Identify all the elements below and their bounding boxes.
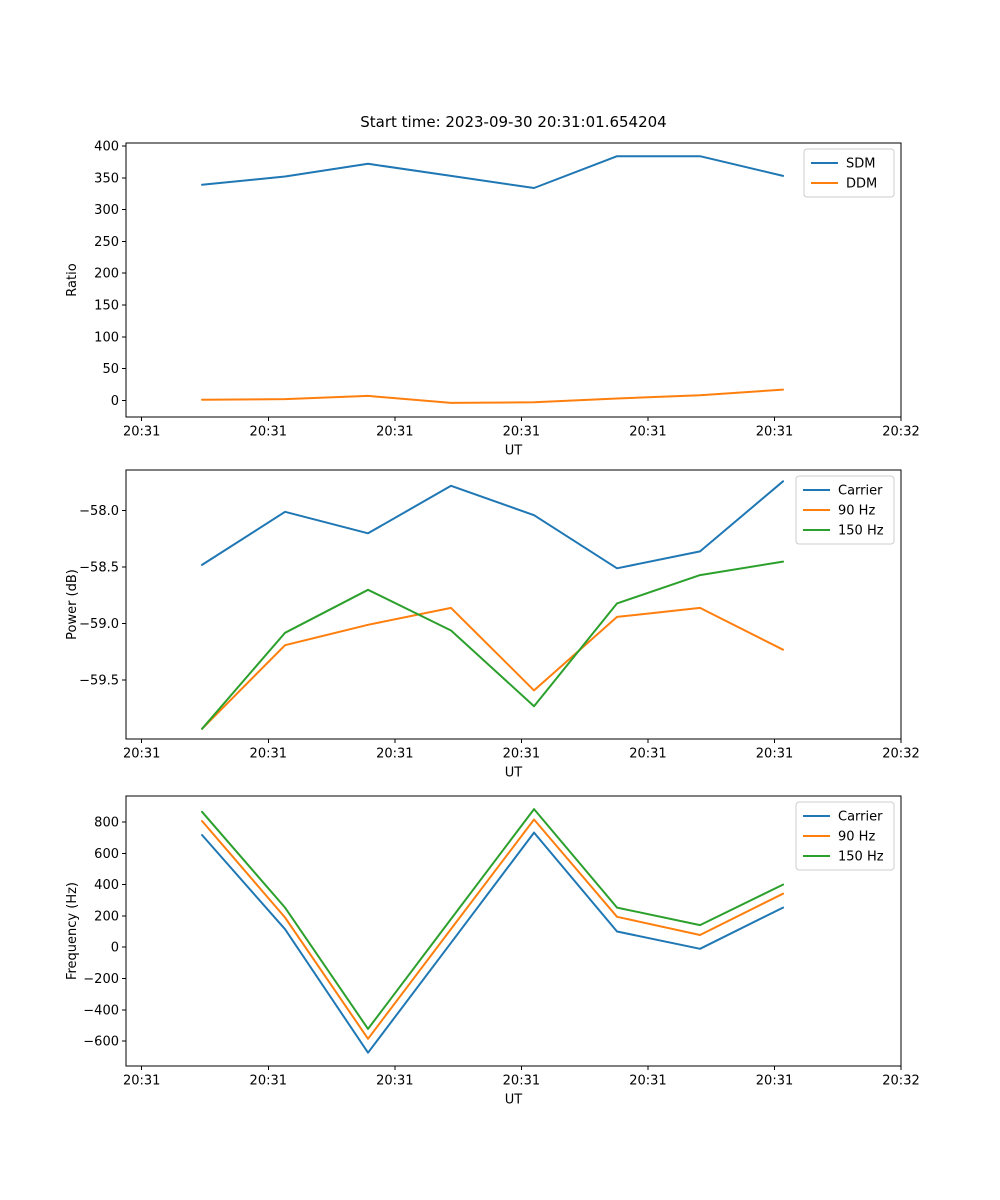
frequency-x-tick-label: 20:31 [503, 1074, 540, 1089]
power-x-tick-label: 20:31 [123, 747, 160, 762]
ratio-y-tick-label: 0 [111, 394, 119, 409]
ratio-legend-label: SDM [846, 157, 875, 172]
ratio-y-tick-label: 100 [94, 330, 119, 345]
power-x-tick-label: 20:31 [503, 747, 540, 762]
power-series-line-90-hz [201, 606, 785, 730]
power-x-tick-label: 20:31 [376, 747, 413, 762]
frequency-y-tick-label: −600 [83, 1035, 119, 1050]
frequency-series-line-carrier [201, 831, 785, 1054]
frequency-legend-label: Carrier [838, 810, 883, 825]
frequency-y-axis-label: Frequency (Hz) [65, 882, 80, 980]
ratio-x-tick-label: 20:31 [376, 425, 413, 440]
ratio-y-tick-label: 200 [94, 267, 119, 282]
frequency-x-tick-label: 20:31 [250, 1074, 287, 1089]
frequency-legend-label: 90 Hz [838, 830, 875, 845]
frequency-x-tick-label: 20:31 [376, 1074, 413, 1089]
power-axes-frame [125, 469, 902, 740]
frequency-x-tick-label: 20:31 [123, 1074, 160, 1089]
power-x-tick-label: 20:31 [756, 747, 793, 762]
power-legend-label: 150 Hz [838, 524, 884, 539]
ratio-y-axis-label: Ratio [65, 263, 80, 296]
frequency-series-line-150-hz [201, 808, 785, 1030]
power-y-tick-label: −59.0 [79, 617, 119, 632]
frequency-y-tick-label: 0 [111, 941, 119, 956]
power-y-tick-label: −58.0 [79, 504, 119, 519]
frequency-axes-frame [125, 795, 902, 1067]
ratio-y-tick-label: 50 [102, 362, 119, 377]
ratio-y-tick-label: 350 [94, 171, 119, 186]
power-y-axis-label: Power (dB) [65, 569, 80, 640]
ratio-series-line-ddm [201, 388, 785, 404]
power-series-line-150-hz [201, 560, 785, 730]
ratio-x-tick-label: 20:31 [756, 425, 793, 440]
frequency-y-tick-label: −400 [83, 1003, 119, 1018]
power-y-tick-label: −59.5 [79, 674, 119, 689]
frequency-y-tick-label: 400 [94, 878, 119, 893]
ratio-y-tick-label: 150 [94, 298, 119, 313]
frequency-legend-label: 150 Hz [838, 850, 884, 865]
frequency-y-tick-label: 200 [94, 909, 119, 924]
frequency-x-tick-label: 20:32 [882, 1074, 919, 1089]
power-y-tick-label: −58.5 [79, 561, 119, 576]
ratio-x-tick-label: 20:31 [250, 425, 287, 440]
frequency-x-tick-label: 20:31 [629, 1074, 666, 1089]
ratio-x-axis-label: UT [505, 444, 523, 459]
ratio-series-line-sdm [201, 155, 785, 189]
frequency-x-tick-label: 20:31 [756, 1074, 793, 1089]
ratio-x-tick-label: 20:31 [123, 425, 160, 440]
power-legend-label: Carrier [838, 484, 883, 499]
ratio-axes-frame [125, 142, 902, 418]
power-x-tick-label: 20:32 [882, 747, 919, 762]
ratio-legend-label: DDM [846, 177, 877, 192]
frequency-series-line-90-hz [201, 818, 785, 1040]
ratio-y-tick-label: 300 [94, 203, 119, 218]
ratio-y-tick-label: 400 [94, 139, 119, 154]
power-x-axis-label: UT [505, 766, 523, 781]
frequency-x-axis-label: UT [505, 1093, 523, 1108]
ratio-x-tick-label: 20:32 [882, 425, 919, 440]
ratio-y-tick-label: 250 [94, 235, 119, 250]
frequency-legend-box [795, 801, 895, 871]
figure-title: Start time: 2023-09-30 20:31:01.654204 [360, 113, 666, 131]
ratio-x-tick-label: 20:31 [629, 425, 666, 440]
frequency-y-tick-label: −200 [83, 972, 119, 987]
power-legend-box [795, 475, 895, 545]
ratio-legend-box [803, 148, 895, 198]
power-series-line-carrier [201, 480, 785, 570]
power-legend-label: 90 Hz [838, 504, 875, 519]
power-x-tick-label: 20:31 [250, 747, 287, 762]
ratio-x-tick-label: 20:31 [503, 425, 540, 440]
power-x-tick-label: 20:31 [629, 747, 666, 762]
frequency-y-tick-label: 800 [94, 815, 119, 830]
frequency-y-tick-label: 600 [94, 847, 119, 862]
